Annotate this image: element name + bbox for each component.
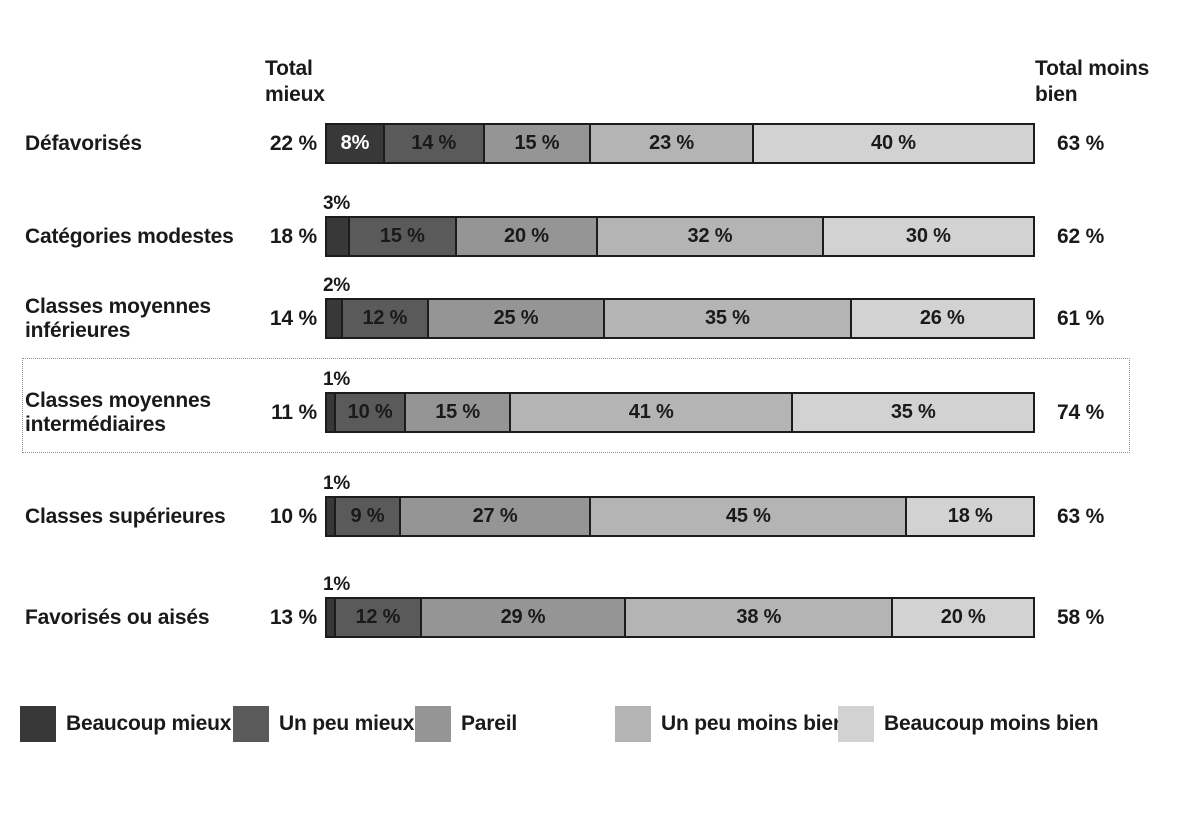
total-moins-bien-value: 63 % [1057,131,1105,155]
bar-segment-un-peu-mieux: 14 % [382,125,483,162]
bar-segment-un-peu-mieux: 12 % [333,599,420,636]
bar-segment-beaucoup-moins-bien: 35 % [791,394,1033,431]
bar-segment-un-peu-mieux: 12 % [340,300,427,337]
total-moins-bien-value: 74 % [1057,400,1105,424]
chart-row-d-favoris-s: Défavorisés 22 % 8% 14 % 15 % 23 % 40 % 63 % [0,101,1186,164]
legend-swatch [20,706,56,742]
bar-segment-un-peu-moins-bien: 38 % [624,599,892,636]
segment-label-above: 2% [323,275,351,296]
bar-segment-beaucoup-mieux: 8% [327,125,383,162]
legend-label: Beaucoup moins bien [884,712,1099,735]
bar-area: 8% 14 % 15 % 23 % 40 % [325,101,1035,164]
bar-segment-beaucoup-moins-bien: 26 % [849,300,1033,337]
legend-item-pareil: Pareil [415,705,517,743]
bar-segment-beaucoup-moins-bien: 30 % [821,218,1033,255]
bar-segment-pareil: 15 % [482,125,590,162]
bar-area: 2% 12 % 25 % 35 % 26 % [323,275,1035,339]
stacked-bar: 8% 14 % 15 % 23 % 40 % [325,123,1035,164]
total-mieux-value: 22 % [269,131,317,155]
legend-swatch [615,706,651,742]
segment-label-above: 1% [323,574,351,595]
stacked-bar: 10 % 15 % 41 % 35 % [325,392,1035,433]
stacked-bar: 12 % 25 % 35 % 26 % [325,298,1035,339]
legend-swatch [838,706,874,742]
row-label: Favorisés ou aisés [25,605,210,629]
bar-segment-pareil: 15 % [404,394,509,431]
stacked-bar: 9 % 27 % 45 % 18 % [325,496,1035,537]
chart-row-classes-sup-rieures: Classes supérieures 10 % 1% 9 % 27 % 45 % 18 %… [0,473,1186,537]
segment-label-above: 1% [323,473,351,494]
row-label: Classes supérieures [25,504,226,528]
bar-area: 1% 12 % 29 % 38 % 20 % [323,574,1035,638]
bar-segment-un-peu-moins-bien: 45 % [589,498,906,535]
bar-segment-pareil: 29 % [419,599,625,636]
total-mieux-value: 10 % [269,504,317,528]
row-label: Catégories modestes [25,224,234,248]
bar-segment-pareil: 20 % [454,218,597,255]
bar-segment-beaucoup-moins-bien: 18 % [905,498,1033,535]
bar-segment-beaucoup-mieux [327,394,334,431]
legend-swatch [233,706,269,742]
bar-segment-un-peu-moins-bien: 41 % [508,394,792,431]
highlighted-row-dotted-outline [22,358,1130,453]
total-mieux-value: 13 % [269,605,317,629]
row-label: Classes moyennes intermédiaires [25,388,211,436]
bar-segment-beaucoup-moins-bien: 40 % [751,125,1034,162]
bar-segment-un-peu-mieux: 10 % [333,394,405,431]
total-mieux-value: 14 % [269,306,317,330]
bar-area: 3% 15 % 20 % 32 % 30 % [323,193,1035,257]
bar-segment-pareil: 27 % [398,498,590,535]
total-mieux-header: Total mieux [265,57,325,106]
total-mieux-value: 11 % [271,400,317,424]
bar-segment-un-peu-mieux: 9 % [333,498,399,535]
legend-item-un-peu-moins-bien: Un peu moins bien [615,705,846,743]
total-moins-bien-value: 63 % [1057,504,1105,528]
total-moins-bien-value: 62 % [1057,224,1105,248]
bar-segment-beaucoup-mieux [327,599,334,636]
bar-segment-un-peu-moins-bien: 35 % [603,300,850,337]
bar-area: 1% 10 % 15 % 41 % 35 % [323,369,1035,433]
chart-row-classes-moyennes-interm-diaires: Classes moyennes intermédiaires 11 % 1% 10 … [0,369,1186,436]
legend-label: Beaucoup mieux [66,712,232,735]
bar-segment-beaucoup-mieux [327,218,348,255]
bar-segment-pareil: 25 % [426,300,604,337]
stacked-bar: 12 % 29 % 38 % 20 % [325,597,1035,638]
row-label: Classes moyennes inférieures [25,294,211,342]
chart-row-favoris-s-ou-ais-s: Favorisés ou aisés 13 % 1% 12 % 29 % 38 % 20 %… [0,574,1186,638]
row-label: Défavorisés [25,131,142,155]
chart-row-cat-gories-modestes: Catégories modestes 18 % 3% 15 % 20 % 32 % 30 … [0,193,1186,257]
total-moins-bien-header: Total moins bien [1035,57,1150,106]
bar-segment-beaucoup-mieux [327,300,341,337]
stacked-bar: 15 % 20 % 32 % 30 % [325,216,1035,257]
legend-item-beaucoup-moins-bien: Beaucoup moins bien [838,705,1099,743]
legend-label: Un peu moins bien [661,712,846,735]
bar-segment-beaucoup-moins-bien: 20 % [891,599,1033,636]
bar-segment-beaucoup-mieux [327,498,334,535]
legend-item-un-peu-mieux: Un peu mieux [233,705,414,743]
segment-label-above: 3% [323,193,351,214]
bar-segment-un-peu-moins-bien: 32 % [596,218,822,255]
legend-swatch [415,706,451,742]
chart-row-classes-moyennes-inf-rieures: Classes moyennes inférieures 14 % 2% 12 % 25… [0,275,1186,342]
bar-segment-un-peu-moins-bien: 23 % [589,125,752,162]
bar-segment-un-peu-mieux: 15 % [347,218,455,255]
segment-label-above: 1% [323,369,351,390]
total-moins-bien-value: 58 % [1057,605,1105,629]
legend-label: Un peu mieux [279,712,415,735]
legend-label: Pareil [461,712,518,735]
total-mieux-value: 18 % [269,224,317,248]
legend-item-beaucoup-mieux: Beaucoup mieux [20,705,231,743]
bar-area: 1% 9 % 27 % 45 % 18 % [323,473,1035,537]
total-moins-bien-value: 61 % [1057,306,1105,330]
